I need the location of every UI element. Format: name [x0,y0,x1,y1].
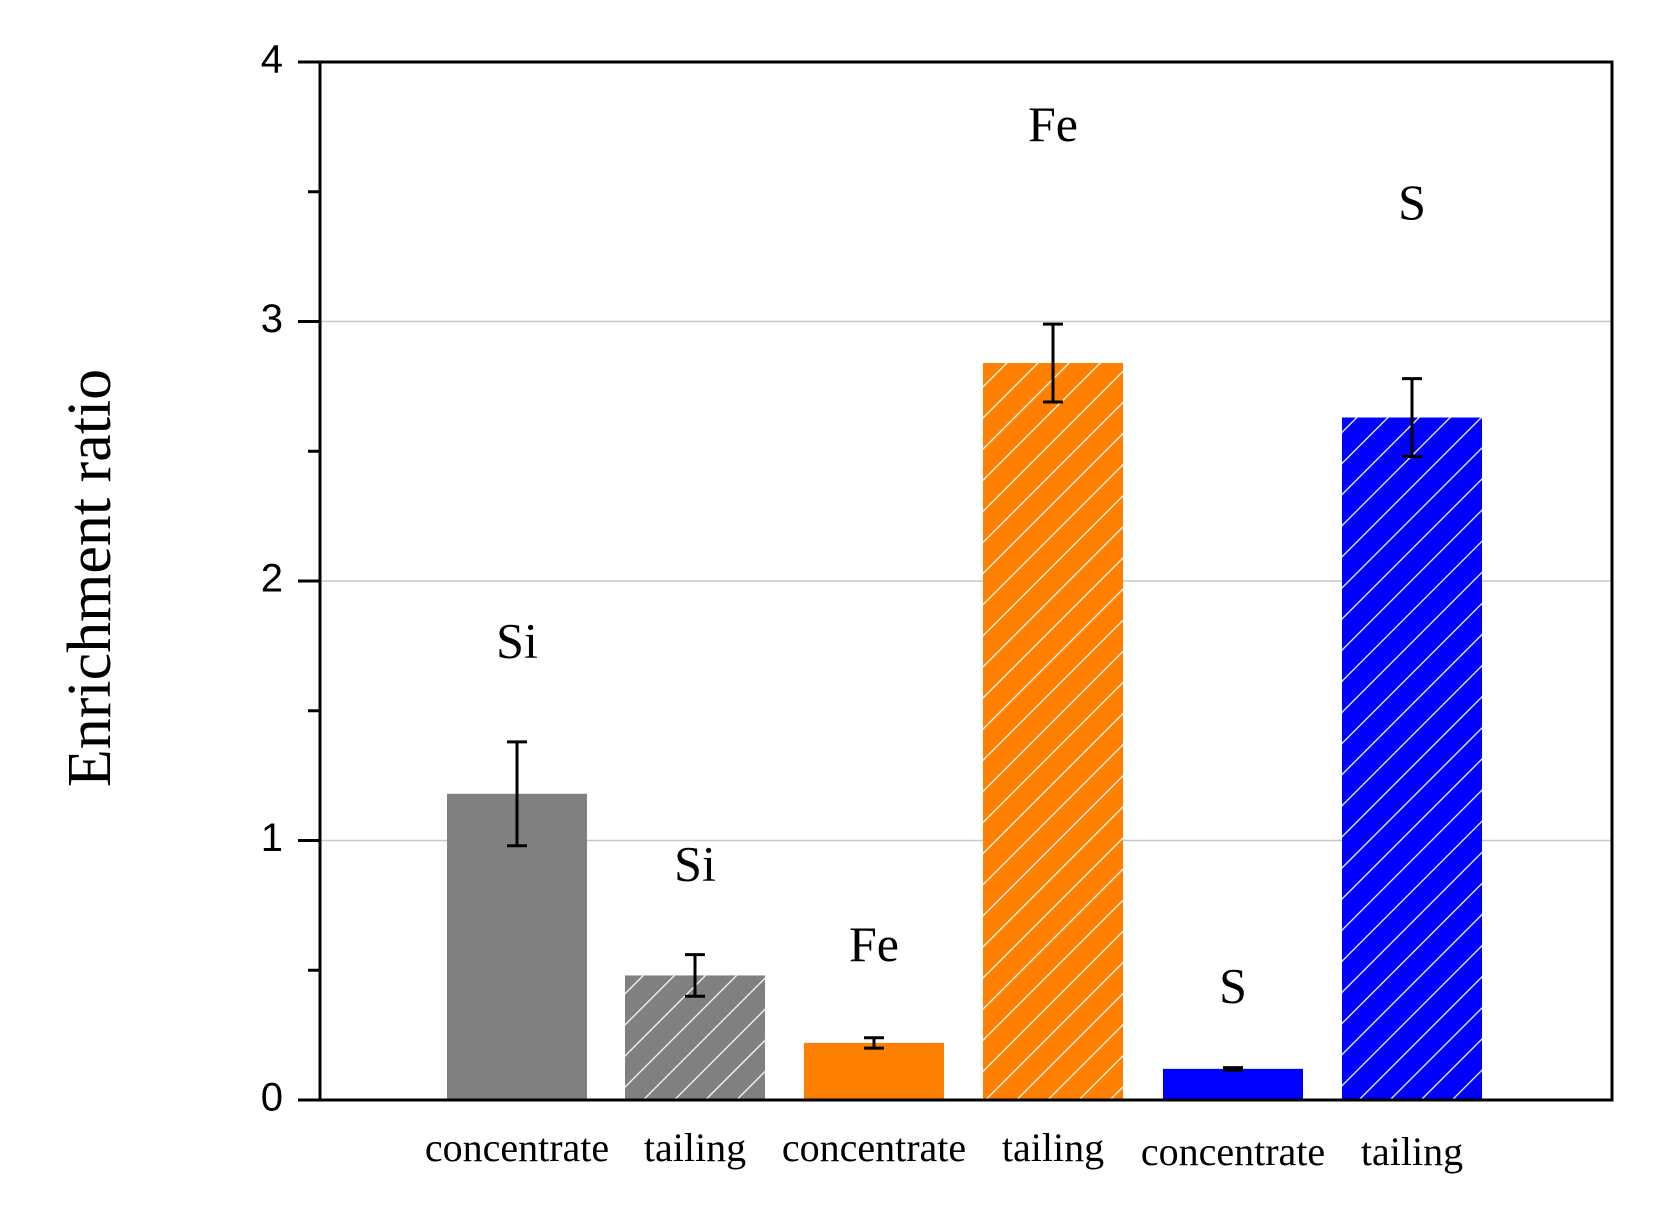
y-tick-label: 3 [261,297,283,341]
error-bars [507,322,1422,1072]
y-tick-label: 0 [261,1076,283,1120]
bar-element-label: Fe [1028,96,1078,152]
error-bar [507,740,527,848]
bar-fe-concentrate [804,1042,944,1100]
y-tick-label: 2 [261,557,283,601]
bars [447,363,1482,1100]
error-bar [1043,322,1063,404]
x-category-label: concentrate [782,1125,966,1170]
bar-element-label: S [1219,957,1247,1013]
error-bar [864,1036,884,1050]
y-tick-label: 1 [261,816,283,860]
x-category-label: tailing [1361,1129,1463,1174]
bar-element-label: Fe [849,916,899,972]
x-category-label: concentrate [1141,1129,1325,1174]
axes: 0 1 2 3 4 concentrate tailing concentrate tailin… [261,38,1614,1174]
x-category-label: tailing [644,1125,746,1170]
bar-hatch-s-tailing [1342,417,1482,1100]
y-axis-label: Enrichment ratio [56,369,124,787]
x-category-label: concentrate [425,1125,609,1170]
bar-element-label: Si [496,612,538,668]
x-category-label: tailing [1002,1125,1104,1170]
bar-element-label: Si [674,836,716,892]
bar-s-concentrate [1163,1068,1303,1100]
error-bar [685,953,705,998]
y-tick-label: 4 [261,38,283,82]
error-bar [1402,377,1422,458]
bar-labels: Si Si Fe Fe S S [496,96,1426,1014]
bar-hatch-fe-tailing [983,363,1123,1100]
bar-element-label: S [1398,174,1426,230]
error-bar [1223,1066,1243,1072]
